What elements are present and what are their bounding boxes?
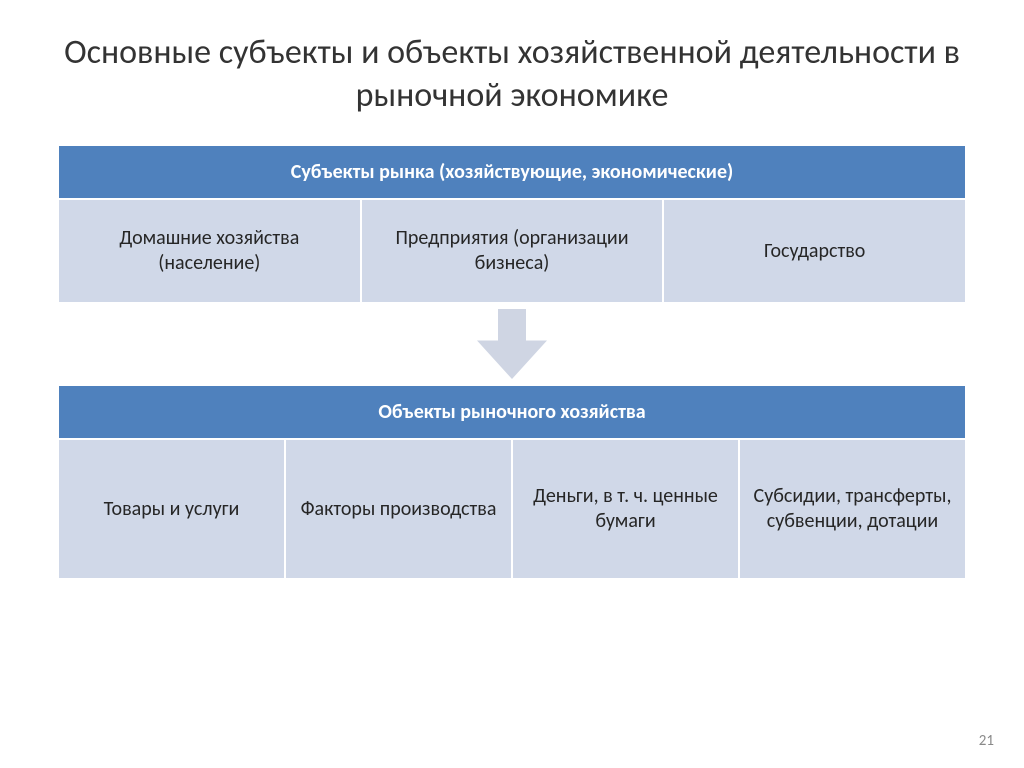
slide: Основные субъекты и объекты хозяйственно… <box>0 0 1024 768</box>
objects-cell: Субсидии, трансферты, субвенции, дотации <box>739 439 966 579</box>
arrow-down-icon <box>477 309 547 379</box>
objects-cells-row: Товары и услуги Факторы производства Ден… <box>58 439 966 579</box>
subjects-header: Субъекты рынка (хозяйствующие, экономиче… <box>58 145 966 199</box>
subjects-cell: Государство <box>663 199 966 303</box>
subjects-cell: Предприятия (организации бизнеса) <box>361 199 664 303</box>
objects-header: Объекты рыночного хозяйства <box>58 385 966 439</box>
subjects-cells-row: Домашние хозяйства (население) Предприят… <box>58 199 966 303</box>
arrow-down <box>58 309 966 379</box>
objects-cell: Факторы производства <box>285 439 512 579</box>
objects-cell: Товары и услуги <box>58 439 285 579</box>
subjects-cell: Домашние хозяйства (население) <box>58 199 361 303</box>
objects-cell: Деньги, в т. ч. ценные бумаги <box>512 439 739 579</box>
subjects-block: Субъекты рынка (хозяйствующие, экономиче… <box>58 145 966 303</box>
objects-block: Объекты рыночного хозяйства Товары и усл… <box>58 385 966 579</box>
slide-title: Основные субъекты и объекты хозяйственно… <box>58 32 966 117</box>
page-number: 21 <box>979 732 994 750</box>
